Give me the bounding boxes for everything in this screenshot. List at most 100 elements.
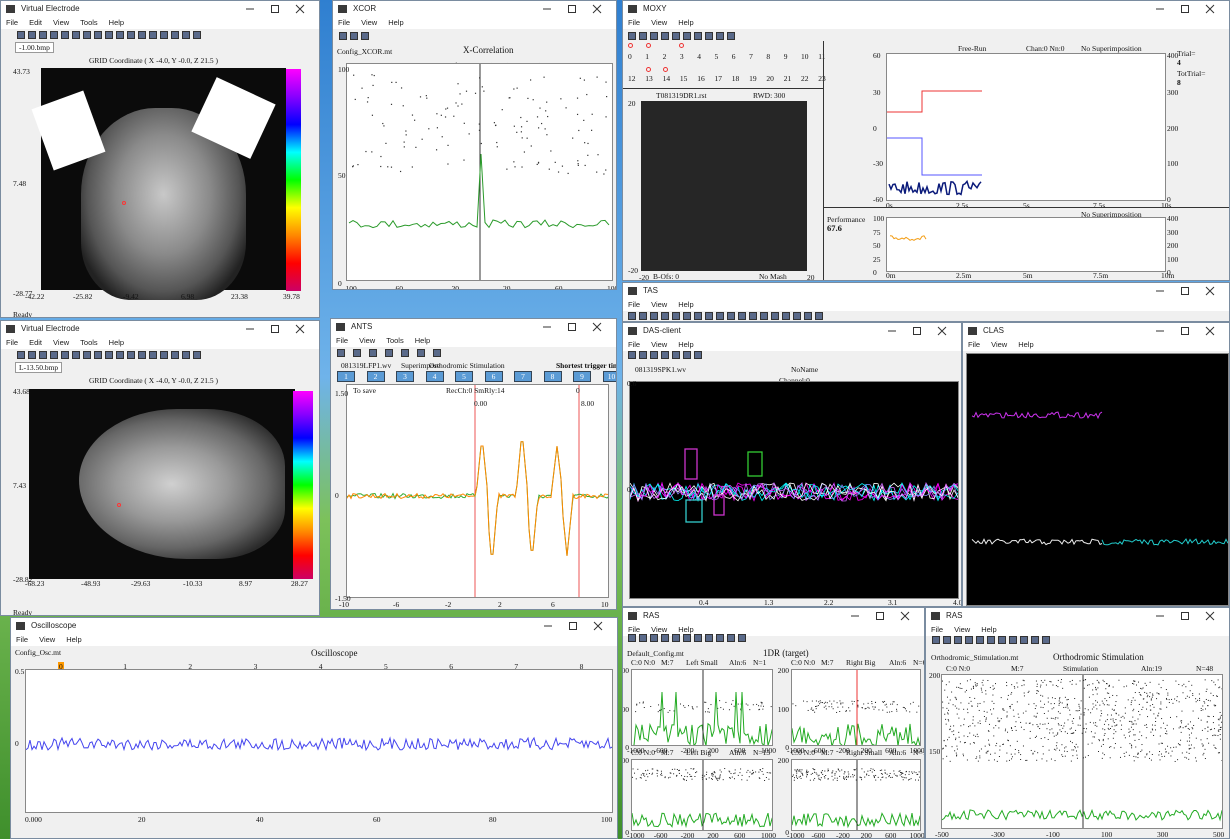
toolbar-button[interactable] (149, 351, 157, 359)
toolbar-button[interactable] (72, 351, 80, 359)
channel-button[interactable]: 16 (697, 74, 705, 83)
menu-item[interactable]: File (931, 625, 944, 634)
toolbar-button[interactable] (39, 31, 47, 39)
menu-item[interactable]: File (628, 625, 641, 634)
toolbar-button[interactable] (694, 32, 702, 40)
channel-button[interactable]: 23 (818, 74, 826, 83)
maximize-button[interactable] (1178, 610, 1192, 622)
toolbar-button[interactable] (661, 312, 669, 320)
segment-button[interactable]: 5 (455, 371, 473, 382)
maximize-button[interactable] (565, 321, 579, 333)
toolbar-button[interactable] (339, 32, 347, 40)
segment-button[interactable]: 1 (337, 371, 355, 382)
toolbar-button[interactable] (976, 636, 984, 644)
segment-button[interactable]: 4 (425, 371, 444, 382)
toolbar-button[interactable] (417, 349, 425, 357)
minimize-button[interactable] (885, 325, 899, 337)
toolbar-button[interactable] (727, 32, 735, 40)
toolbar-button[interactable] (337, 349, 345, 357)
toolbar-button[interactable] (127, 351, 135, 359)
toolbar-button[interactable] (50, 31, 58, 39)
toolbar-button[interactable] (138, 31, 146, 39)
minimize-button[interactable] (243, 323, 257, 335)
toolbar-button[interactable] (727, 634, 735, 642)
toolbar-button[interactable] (61, 31, 69, 39)
channel-button[interactable]: 1 (645, 52, 650, 61)
menu-item[interactable]: File (628, 340, 641, 349)
segment-button[interactable]: 3 (396, 371, 414, 382)
minimize-button[interactable] (243, 3, 257, 15)
segment-button[interactable]: 9 (573, 371, 591, 382)
toolbar-button[interactable] (1020, 636, 1028, 644)
minimize-button[interactable] (848, 610, 862, 622)
channel-button[interactable]: 21 (783, 74, 792, 83)
channel-button[interactable]: 20 (766, 74, 774, 83)
menu-item[interactable]: View (39, 635, 56, 644)
maximize-button[interactable] (565, 3, 579, 15)
toolbar-button[interactable] (1042, 636, 1050, 644)
toolbar-button[interactable] (650, 351, 658, 359)
menu-item[interactable]: File (6, 18, 19, 27)
toolbar-button[interactable] (705, 312, 713, 320)
toolbar-button[interactable] (105, 31, 113, 39)
menu-item[interactable]: File (628, 300, 641, 309)
toolbar-button[interactable] (628, 312, 636, 320)
toolbar-button[interactable] (639, 634, 647, 642)
toolbar-button[interactable] (650, 312, 658, 320)
toolbar-button[interactable] (782, 312, 790, 320)
toolbar-button[interactable] (116, 31, 124, 39)
minimize-button[interactable] (541, 620, 555, 632)
toolbar-button[interactable] (639, 351, 647, 359)
toolbar-button[interactable] (661, 32, 669, 40)
maximize-button[interactable] (566, 620, 580, 632)
toolbar-button[interactable] (705, 32, 713, 40)
menu-item[interactable]: File (968, 340, 981, 349)
channel-button[interactable]: 6 (731, 52, 736, 61)
toolbar-button[interactable] (628, 351, 636, 359)
close-button[interactable] (591, 620, 605, 632)
menu-item[interactable]: Tools (80, 18, 98, 27)
menu-item[interactable]: Help (388, 18, 404, 27)
toolbar-button[interactable] (50, 351, 58, 359)
menu-item[interactable]: Help (678, 18, 694, 27)
channel-button[interactable]: 8 (766, 52, 771, 61)
maximize-button[interactable] (873, 610, 887, 622)
maximize-button[interactable] (910, 325, 924, 337)
toolbar-button[interactable] (683, 634, 691, 642)
menu-item[interactable]: View (991, 340, 1008, 349)
maximize-button[interactable] (1178, 285, 1192, 297)
menu-item[interactable]: View (651, 18, 668, 27)
toolbar-button[interactable] (672, 312, 680, 320)
menu-item[interactable]: File (338, 18, 351, 27)
toolbar-button[interactable] (694, 634, 702, 642)
toolbar-button[interactable] (628, 634, 636, 642)
close-button[interactable] (590, 321, 604, 333)
menu-item[interactable]: Help (1018, 340, 1034, 349)
toolbar-button[interactable] (672, 634, 680, 642)
close-button[interactable] (898, 610, 912, 622)
maximize-button[interactable] (1178, 325, 1192, 337)
toolbar-button[interactable] (353, 349, 361, 357)
toolbar-button[interactable] (83, 351, 91, 359)
channel-button[interactable]: 9 (783, 52, 788, 61)
channel-button[interactable]: 13 (645, 74, 653, 83)
toolbar-button[interactable] (683, 32, 691, 40)
channel-button[interactable]: 3 (679, 52, 684, 61)
toolbar-button[interactable] (771, 312, 779, 320)
menu-item[interactable]: Help (678, 300, 694, 309)
toolbar-button[interactable] (998, 636, 1006, 644)
toolbar-button[interactable] (738, 312, 746, 320)
toolbar-button[interactable] (138, 351, 146, 359)
toolbar-button[interactable] (716, 634, 724, 642)
maximize-button[interactable] (1178, 3, 1192, 15)
channel-button[interactable]: 4 (697, 52, 701, 61)
menu-item[interactable]: Help (108, 18, 125, 27)
toolbar-button[interactable] (350, 32, 358, 40)
toolbar-button[interactable] (965, 636, 973, 644)
channel-button[interactable]: 12 (628, 74, 636, 83)
toolbar-button[interactable] (694, 351, 702, 359)
menu-item[interactable]: View (53, 338, 70, 347)
menu-item[interactable]: View (954, 625, 971, 634)
close-button[interactable] (590, 3, 604, 15)
toolbar-button[interactable] (639, 312, 647, 320)
